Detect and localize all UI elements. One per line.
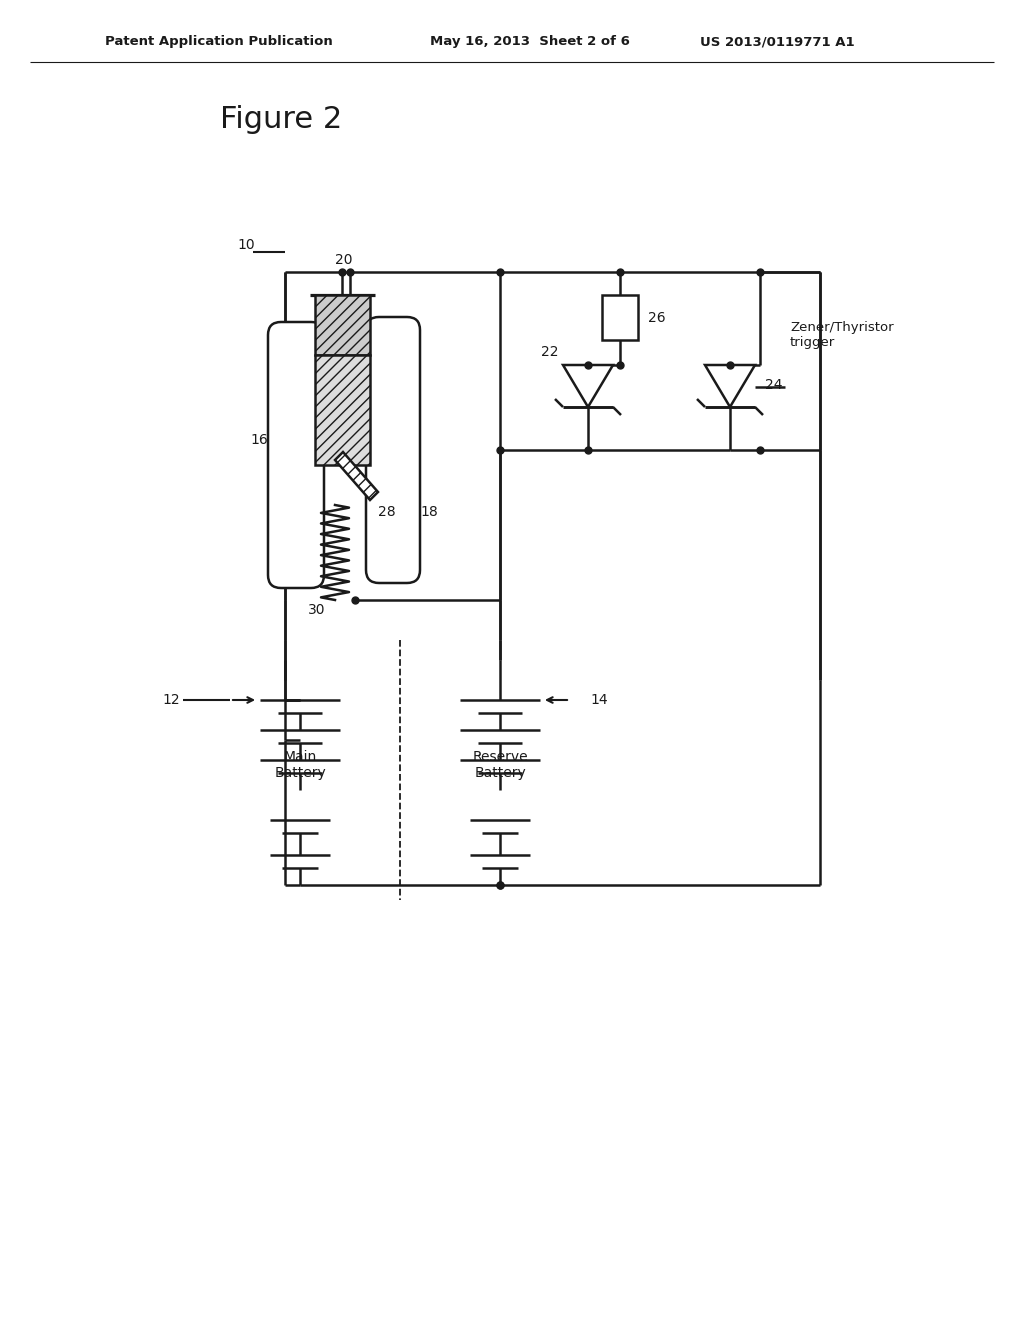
Text: 12: 12 bbox=[162, 693, 179, 708]
Text: 14: 14 bbox=[590, 693, 607, 708]
Bar bbox=[315, 294, 370, 355]
Text: Reserve
Battery: Reserve Battery bbox=[472, 750, 527, 780]
Text: Main
Battery: Main Battery bbox=[274, 750, 326, 780]
FancyBboxPatch shape bbox=[366, 317, 420, 583]
Bar bbox=[315, 355, 370, 465]
Text: 22: 22 bbox=[541, 345, 558, 359]
Text: May 16, 2013  Sheet 2 of 6: May 16, 2013 Sheet 2 of 6 bbox=[430, 36, 630, 49]
Bar bbox=[602, 294, 638, 341]
Text: 28: 28 bbox=[378, 506, 395, 519]
Text: N: N bbox=[337, 405, 347, 414]
Text: 16: 16 bbox=[250, 433, 268, 447]
Text: 24: 24 bbox=[765, 378, 782, 392]
Text: Figure 2: Figure 2 bbox=[220, 106, 342, 135]
FancyBboxPatch shape bbox=[268, 322, 324, 587]
Text: S: S bbox=[338, 445, 346, 455]
Text: 10: 10 bbox=[237, 238, 255, 252]
Text: 30: 30 bbox=[308, 603, 326, 616]
Polygon shape bbox=[705, 366, 755, 407]
Text: 20: 20 bbox=[335, 253, 352, 267]
Text: 26: 26 bbox=[648, 312, 666, 325]
Text: US 2013/0119771 A1: US 2013/0119771 A1 bbox=[700, 36, 855, 49]
Polygon shape bbox=[335, 451, 378, 500]
Polygon shape bbox=[563, 366, 613, 407]
Text: Patent Application Publication: Patent Application Publication bbox=[105, 36, 333, 49]
Text: Zener/Thyristor
trigger: Zener/Thyristor trigger bbox=[790, 321, 894, 348]
Text: 18: 18 bbox=[420, 506, 437, 519]
